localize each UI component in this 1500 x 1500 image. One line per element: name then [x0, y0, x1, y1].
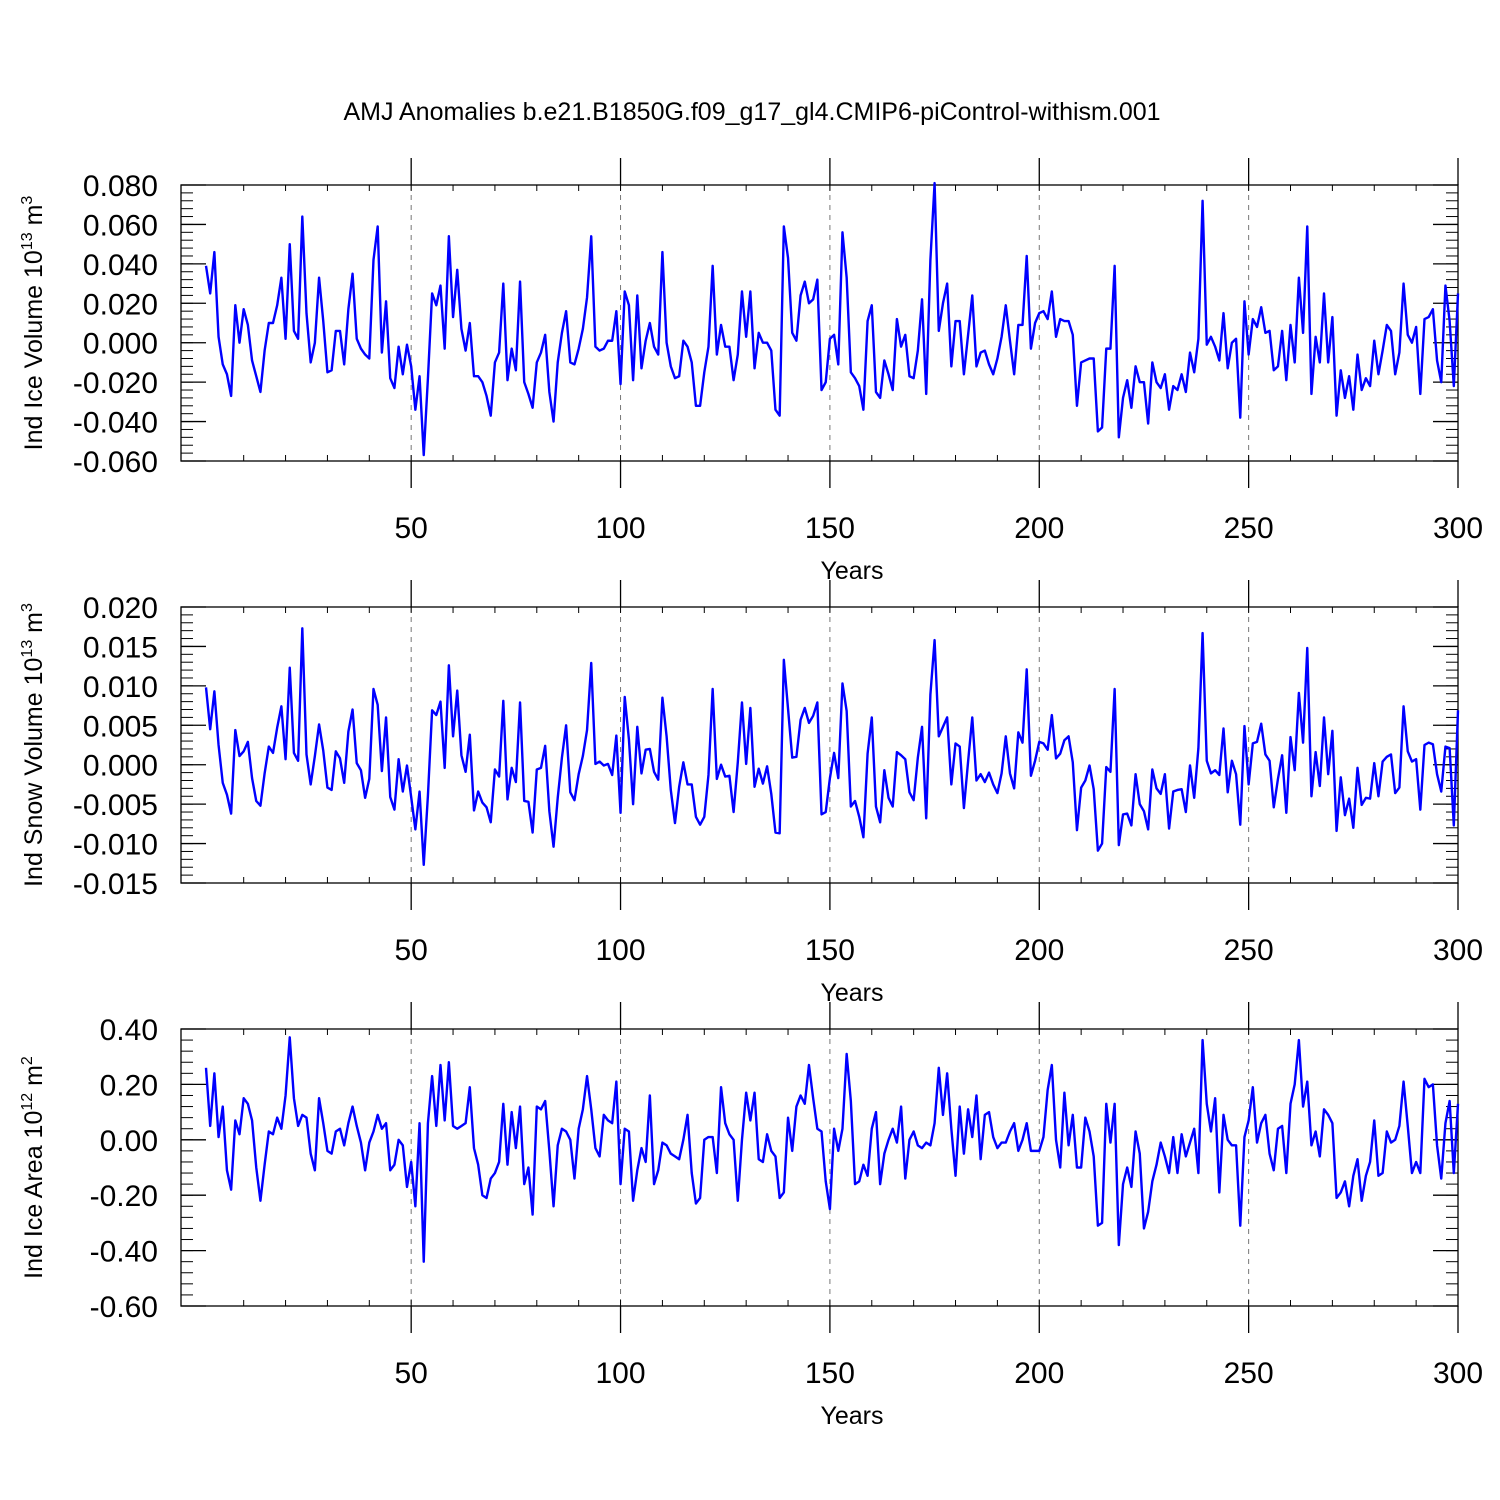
x-tick-label: 100	[596, 934, 646, 967]
chart-panel-2: 50 100 150 200 250 300 -0.015 -0.010 -0.005 0.000…	[19, 580, 1483, 1007]
x-tick-label: 150	[805, 512, 855, 545]
y-tick-label: 0.020	[83, 592, 158, 625]
series-line	[204, 627, 1460, 867]
y-axis-label: Ind Ice Area 1012 m2	[19, 1056, 48, 1279]
x-tick-label: 150	[805, 1357, 855, 1390]
y-tick-label: -0.015	[73, 868, 158, 901]
y-tick-label: 0.005	[83, 710, 158, 743]
x-tick-label: 200	[1014, 512, 1064, 545]
figure-title: AMJ Anomalies b.e21.B1850G.f09_g17_gl4.C…	[343, 98, 1160, 126]
y-tick-label: -0.060	[73, 446, 158, 479]
x-tick-label: 250	[1224, 934, 1274, 967]
plot-frame	[180, 184, 1459, 462]
x-axis-label: Years	[820, 979, 883, 1007]
x-tick-label: 250	[1224, 1357, 1274, 1390]
x-tick-label: 100	[596, 1357, 646, 1390]
x-tick-label: 50	[394, 512, 427, 545]
series-line	[204, 1036, 1460, 1263]
y-tick-label: -0.010	[73, 829, 158, 862]
y-tick-label: -0.20	[90, 1180, 158, 1213]
plot-frame	[180, 606, 1459, 884]
y-tick-label: -0.60	[90, 1291, 158, 1324]
y-tick-label: 0.000	[83, 328, 158, 361]
y-tick-label: 0.40	[100, 1014, 158, 1047]
y-tick-label: 0.000	[83, 750, 158, 783]
y-tick-label: 0.015	[83, 631, 158, 664]
x-tick-label: 300	[1433, 934, 1483, 967]
x-tick-label: 50	[394, 1357, 427, 1390]
x-tick-label: 250	[1224, 512, 1274, 545]
y-tick-label: 0.20	[100, 1069, 158, 1102]
y-tick-label: 0.040	[83, 249, 158, 282]
y-tick-label: -0.040	[73, 407, 158, 440]
x-tick-label: 200	[1014, 1357, 1064, 1390]
plot-frame	[180, 1028, 1459, 1307]
y-tick-label: 0.060	[83, 209, 158, 242]
x-axis-label: Years	[820, 557, 883, 585]
x-tick-label: 300	[1433, 512, 1483, 545]
y-axis-label: Ind Snow Volume 1013 m3	[19, 603, 48, 887]
y-tick-label: 0.020	[83, 288, 158, 321]
y-tick-label: -0.40	[90, 1236, 158, 1269]
x-tick-label: 100	[596, 512, 646, 545]
y-tick-label: 0.010	[83, 671, 158, 704]
y-tick-label: -0.020	[73, 367, 158, 400]
chart-panel-3: 50 100 150 200 250 300 -0.60 -0.40 -0.20 0.00 0.20…	[19, 1002, 1483, 1430]
series-line	[204, 181, 1460, 457]
y-axis-label: Ind Ice Volume 1013 m3	[19, 196, 48, 451]
chart-panel-1: 50 100 150 200 250 300 -0.060 -0.040 -0.020 0.000…	[19, 158, 1483, 585]
x-tick-label: 300	[1433, 1357, 1483, 1390]
x-tick-label: 150	[805, 934, 855, 967]
x-tick-label: 50	[394, 934, 427, 967]
y-tick-label: 0.00	[100, 1125, 158, 1158]
x-axis-label: Years	[820, 1402, 883, 1430]
y-tick-label: 0.080	[83, 170, 158, 203]
y-tick-label: -0.005	[73, 789, 158, 822]
x-tick-label: 200	[1014, 934, 1064, 967]
